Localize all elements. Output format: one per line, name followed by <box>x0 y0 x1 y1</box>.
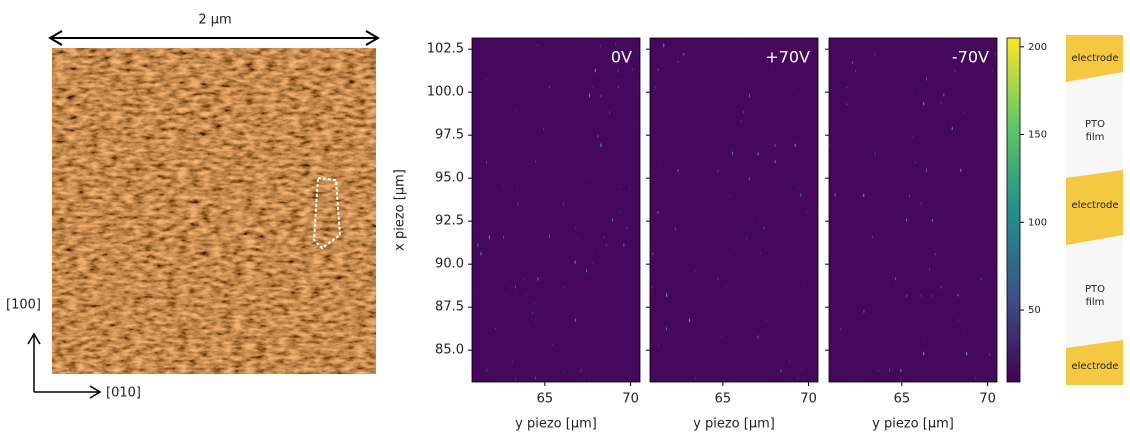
y-tick-label: 97.5 <box>435 128 464 143</box>
horizontal-direction: [010] <box>106 386 141 401</box>
heatmap-speckle <box>829 38 997 382</box>
colorbar-tick-label: 150 <box>1028 130 1047 141</box>
heatmap-speckle <box>472 38 640 382</box>
y-tick-label: 92.5 <box>435 214 464 229</box>
layer-label: electrode <box>1071 200 1118 211</box>
x-tick-label: 65 <box>894 392 911 407</box>
layer-label: electrode <box>1071 53 1118 64</box>
panel-label: +70V <box>765 48 810 67</box>
colorbar-tick-label: 50 <box>1028 305 1041 316</box>
heatmap-frame <box>471 37 641 383</box>
x-tick-label: 65 <box>537 392 554 407</box>
y-tick-label: 90.0 <box>435 257 464 272</box>
panel-label: 0V <box>611 48 632 67</box>
marked-domain <box>312 176 342 250</box>
layer-label: electrode <box>1071 361 1118 372</box>
heatmap-frame <box>649 37 819 383</box>
vertical-direction: [100] <box>6 298 41 313</box>
y-axis-label: x piezo [μm] <box>393 169 408 251</box>
panel-label: -70V <box>952 48 989 67</box>
layer-label: PTO film <box>1085 284 1105 308</box>
y-tick-label: 87.5 <box>435 300 464 315</box>
x-tick-label: 70 <box>622 392 639 407</box>
axes-arrows <box>27 332 102 399</box>
device-schematic <box>1066 35 1123 385</box>
x-tick-label: 70 <box>800 392 817 407</box>
scale-label: 2 μm <box>198 13 231 28</box>
x-axis-label: y piezo [μm] <box>515 417 597 432</box>
colorbar <box>1006 37 1021 383</box>
heatmap-frame <box>828 37 998 383</box>
x-axis-label: y piezo [μm] <box>872 417 954 432</box>
colorbar-tick-label: 100 <box>1028 217 1047 228</box>
y-tick-label: 95.0 <box>435 171 464 186</box>
x-tick-label: 65 <box>715 392 732 407</box>
y-tick-label: 100.0 <box>427 85 464 100</box>
afm-texture <box>52 48 376 374</box>
layer-label: PTO film <box>1085 119 1105 143</box>
y-tick-label: 85.0 <box>435 343 464 358</box>
x-tick-label: 70 <box>979 392 996 407</box>
y-tick-label: 102.5 <box>427 42 464 57</box>
x-axis-label: y piezo [μm] <box>693 417 775 432</box>
heatmap-speckle <box>650 38 818 382</box>
scale-arrowheads <box>48 30 380 46</box>
colorbar-tick-label: 200 <box>1028 42 1047 53</box>
